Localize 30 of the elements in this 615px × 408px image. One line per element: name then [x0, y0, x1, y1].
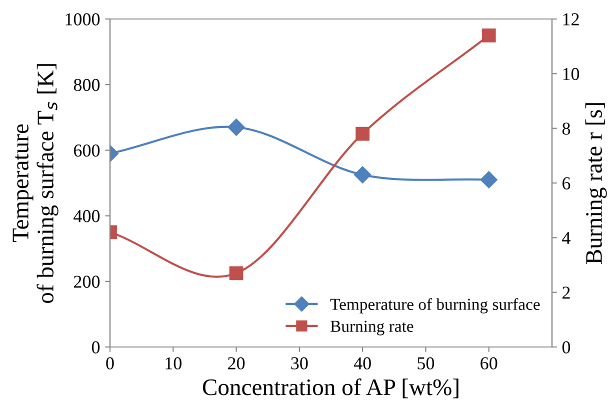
legend-label: Burning rate: [330, 320, 414, 336]
y2-tick-label: 0: [562, 341, 570, 354]
y2-tick-label: 4: [562, 232, 570, 244]
point: [354, 166, 372, 184]
y2-tick-label: 8: [562, 122, 570, 135]
point: [482, 28, 496, 42]
x-axis-title: Concentration of AP [wt%]: [202, 378, 458, 398]
y-tick-label: 600: [74, 144, 100, 157]
y-tick-label: 200: [74, 276, 100, 288]
point: [480, 171, 498, 188]
y-axis-title: Temperature of burning surface T$_{s}$ [K]: [12, 64, 58, 303]
x-tick-label: 10: [166, 357, 182, 370]
y2-tick-label: 10: [563, 68, 580, 80]
x-tick-label: 40: [354, 357, 371, 370]
y-tick-label: 400: [74, 210, 100, 222]
point: [356, 126, 370, 141]
y2-tick-label: 6: [562, 177, 570, 190]
y2-tick-label: 12: [563, 13, 579, 26]
x-tick-label: 50: [418, 357, 434, 370]
y2-axis-title: Burning rate r [s]: [585, 103, 607, 264]
point: [229, 266, 244, 280]
y-tick-label: 800: [74, 78, 100, 92]
y-tick-label: 0: [92, 341, 100, 354]
x-tick-label: 0: [106, 357, 114, 370]
x-tick-label: 20: [228, 357, 245, 370]
y-tick-label: 1000: [66, 13, 100, 26]
x-tick-label: 30: [291, 357, 308, 370]
x-tick-label: 60: [480, 357, 498, 370]
legend-label: Temperature of burning surface: [330, 298, 540, 314]
y2-tick-label: 2: [562, 286, 570, 299]
